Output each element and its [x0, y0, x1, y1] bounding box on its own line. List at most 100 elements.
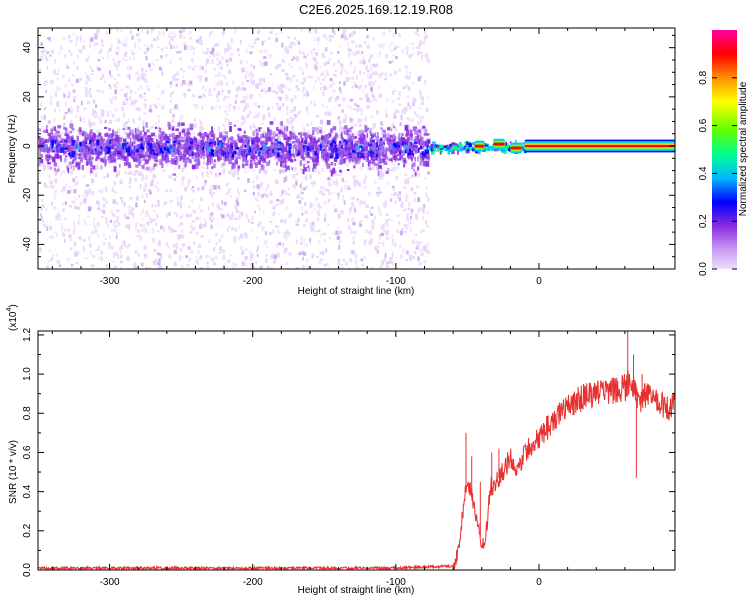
band-pixel [119, 163, 121, 168]
noise-pixel [186, 213, 190, 218]
noise-pixel [339, 125, 342, 130]
band-pixel [214, 153, 217, 157]
band-pixel [372, 159, 375, 164]
noise-pixel [337, 104, 342, 107]
noise-pixel [43, 182, 47, 186]
band-pixel [351, 133, 355, 138]
noise-pixel [78, 214, 81, 220]
noise-pixel [153, 37, 156, 42]
noise-pixel [154, 184, 157, 188]
noise-pixel [44, 243, 46, 247]
band-pixel [350, 135, 355, 141]
band-pixel [140, 153, 145, 158]
band-pixel [144, 131, 147, 136]
noise-pixel [216, 94, 219, 98]
band-pixel [396, 154, 399, 157]
band-pixel [179, 144, 181, 149]
noise-pixel [117, 134, 122, 140]
noise-pixel [274, 158, 277, 161]
band-pixel [109, 154, 113, 157]
noise-pixel [115, 28, 120, 32]
band-pixel [279, 155, 283, 159]
band-pixel [79, 130, 83, 135]
band-pixel [180, 122, 185, 126]
band-pixel [255, 155, 258, 161]
noise-pixel [91, 170, 94, 175]
noise-pixel [357, 50, 360, 54]
noise-pixel [192, 209, 196, 214]
transition-pixel [447, 150, 450, 155]
noise-pixel [256, 254, 259, 257]
noise-pixel [160, 267, 163, 269]
band-pixel [328, 152, 331, 156]
noise-pixel [52, 126, 56, 132]
band-pixel [242, 153, 244, 160]
noise-pixel [221, 200, 224, 205]
noise-pixel [122, 42, 125, 47]
band-pixel [332, 139, 336, 144]
noise-pixel [109, 220, 112, 223]
noise-pixel [337, 213, 341, 219]
noise-pixel [353, 179, 356, 184]
band-pixel [133, 151, 136, 156]
band-pixel [358, 130, 362, 137]
noise-pixel [255, 83, 260, 88]
noise-pixel [324, 74, 327, 80]
band-pixel [247, 139, 250, 144]
noise-pixel [156, 252, 160, 255]
noise-pixel [209, 184, 213, 189]
noise-pixel [251, 45, 255, 49]
noise-pixel [227, 118, 230, 122]
band-pixel [323, 142, 327, 145]
band-pixel [215, 148, 218, 152]
noise-pixel [278, 242, 281, 246]
band-pixel [229, 146, 232, 150]
band-pixel [300, 155, 303, 158]
band-pixel [90, 149, 94, 155]
band-pixel [266, 161, 270, 166]
band-pixel [257, 143, 259, 147]
noise-pixel [222, 89, 225, 92]
band-pixel [44, 150, 46, 153]
noise-pixel [233, 236, 237, 240]
noise-pixel [360, 60, 363, 64]
noise-pixel [382, 228, 385, 233]
noise-pixel [197, 249, 200, 255]
band-pixel [168, 160, 171, 163]
noise-pixel [156, 230, 160, 233]
noise-pixel [386, 98, 389, 101]
noise-pixel [102, 197, 105, 201]
noise-pixel [106, 173, 109, 178]
band-pixel [159, 139, 163, 145]
band-pixel [175, 134, 179, 138]
noise-pixel [152, 166, 155, 171]
noise-pixel [217, 126, 220, 131]
noise-pixel [173, 34, 176, 38]
noise-pixel [156, 36, 159, 41]
band-pixel [189, 123, 194, 130]
noise-pixel [259, 49, 263, 54]
band-pixel [236, 151, 238, 156]
noise-pixel [269, 200, 273, 205]
band-pixel [365, 141, 369, 146]
noise-pixel [352, 217, 355, 222]
band-pixel [171, 138, 174, 142]
band-pixel [118, 154, 122, 158]
noise-pixel [161, 70, 164, 75]
noise-pixel [254, 196, 257, 201]
noise-pixel [53, 69, 56, 75]
noise-pixel [157, 46, 160, 49]
noise-pixel [366, 216, 369, 220]
noise-pixel [179, 116, 182, 122]
noise-pixel [93, 122, 96, 126]
noise-pixel [104, 80, 106, 84]
noise-pixel [130, 170, 133, 175]
noise-pixel [410, 174, 414, 178]
noise-pixel [94, 114, 98, 119]
noise-pixel [200, 40, 203, 45]
noise-pixel [250, 72, 254, 78]
noise-pixel [414, 240, 417, 243]
noise-pixel [266, 194, 269, 199]
band-pixel [242, 157, 246, 163]
